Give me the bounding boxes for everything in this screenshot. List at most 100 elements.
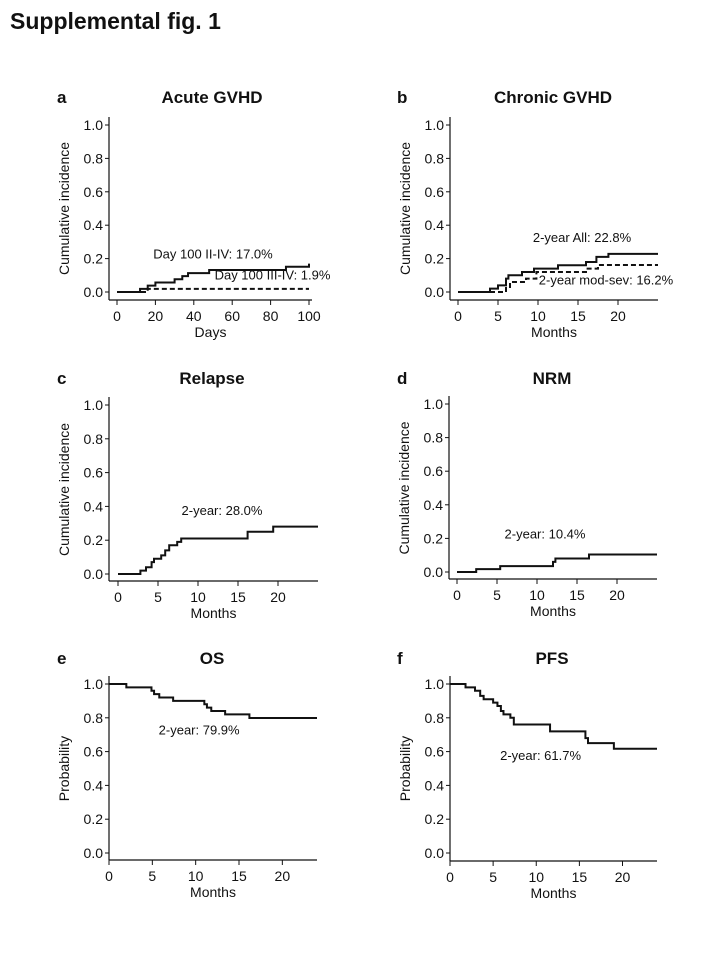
panel-letter: c	[57, 369, 66, 388]
series-line-relapse	[118, 525, 318, 575]
y-tick-label: 0.8	[425, 710, 445, 726]
x-tick-label: 15	[230, 589, 246, 605]
x-axis-label: Months	[190, 884, 236, 900]
panel-title: Chronic GVHD	[494, 88, 612, 107]
y-tick-label: 0.6	[84, 744, 104, 760]
x-axis-label: Months	[531, 324, 577, 340]
y-tick-label: 0.8	[84, 150, 104, 166]
panel-letter: e	[57, 649, 66, 668]
annotation-label: 2-year: 10.4%	[505, 526, 586, 541]
x-axis-label: Months	[530, 603, 576, 619]
x-tick-label: 0	[454, 308, 462, 324]
y-tick-label: 0.2	[84, 251, 104, 267]
panel-e: e OS 0.0 0.2 0.4 0.6 0.8 1.0 0 5 10 15 20 Months Proba…	[56, 649, 317, 900]
x-tick-label: 0	[105, 868, 113, 884]
series-line-all	[458, 252, 658, 293]
y-tick-label: 0.4	[425, 217, 445, 233]
y-axis-label: Cumulative incidence	[56, 142, 72, 275]
series-line-os	[109, 683, 317, 719]
y-tick-label: 0.6	[425, 184, 445, 200]
x-axis-label: Months	[531, 885, 577, 901]
x-tick-label: 10	[188, 868, 204, 884]
y-tick-label: 0.0	[84, 845, 104, 861]
panel-title: NRM	[533, 369, 572, 388]
y-tick-label: 0.2	[84, 532, 104, 548]
x-tick-label: 10	[530, 308, 546, 324]
series-line-mod-sev	[458, 263, 658, 293]
panel-title: Relapse	[179, 369, 244, 388]
y-tick-label: 0.4	[84, 217, 104, 233]
y-tick-label: 1.0	[84, 397, 104, 413]
series-line-iii-iv	[117, 287, 309, 293]
annotation-label: 2-year: 61.7%	[500, 748, 581, 763]
y-axis-label: Probability	[56, 736, 72, 801]
panel-title: OS	[200, 649, 225, 668]
annotation-label: 2-year All: 22.8%	[533, 230, 632, 245]
y-axis-label: Probability	[397, 736, 413, 801]
annotation-label: 2-year mod-sev: 16.2%	[539, 272, 674, 287]
series-line-pfs	[450, 683, 657, 750]
x-tick-label: 100	[297, 308, 321, 324]
y-tick-label: 0.6	[425, 744, 445, 760]
y-axis-label: Cumulative incidence	[397, 142, 413, 275]
x-tick-label: 20	[615, 869, 631, 885]
panel-d: d NRM 0.0 0.2 0.4 0.6 0.8 1.0 0 5 10 15 20 Months Cumu…	[396, 369, 657, 619]
y-tick-label: 1.0	[424, 396, 444, 412]
y-tick-label: 1.0	[425, 117, 445, 133]
x-tick-label: 0	[453, 587, 461, 603]
y-tick-label: 0.8	[84, 431, 104, 447]
x-tick-label: 40	[186, 308, 202, 324]
x-tick-label: 0	[113, 308, 121, 324]
y-tick-label: 0.0	[424, 564, 444, 580]
x-tick-label: 5	[148, 868, 156, 884]
x-axis-label: Months	[191, 605, 237, 621]
x-tick-label: 20	[610, 308, 626, 324]
panel-title: PFS	[535, 649, 568, 668]
panel-letter: b	[397, 88, 407, 107]
y-tick-label: 0.0	[84, 284, 104, 300]
y-tick-label: 0.8	[84, 710, 104, 726]
y-tick-label: 0.2	[424, 530, 444, 546]
x-tick-label: 15	[572, 869, 588, 885]
panel-a: a Acute GVHD 0.0 0.2 0.4 0.6 0.8 1.0 0 20 40 60 80 10…	[56, 88, 331, 340]
annotation-label: Day 100 II-IV: 17.0%	[153, 247, 273, 262]
x-tick-label: 15	[231, 868, 247, 884]
y-tick-label: 0.6	[84, 184, 104, 200]
x-tick-label: 20	[275, 868, 291, 884]
y-axis-label: Cumulative incidence	[56, 423, 72, 556]
panel-letter: d	[397, 369, 407, 388]
y-tick-label: 0.8	[425, 150, 445, 166]
x-tick-label: 10	[190, 589, 206, 605]
x-tick-label: 10	[529, 587, 545, 603]
panel-b: b Chronic GVHD 0.0 0.2 0.4 0.6 0.8 1.0 0 5 10 15 20 M…	[397, 88, 674, 340]
x-tick-label: 15	[570, 308, 586, 324]
panel-f: f PFS 0.0 0.2 0.4 0.6 0.8 1.0 0 5 10 15 20 Months Prob…	[397, 649, 657, 901]
y-tick-label: 1.0	[84, 117, 104, 133]
y-tick-label: 0.6	[424, 463, 444, 479]
panel-title: Acute GVHD	[161, 88, 262, 107]
x-tick-label: 80	[263, 308, 279, 324]
x-tick-label: 20	[270, 589, 286, 605]
y-tick-label: 0.2	[425, 251, 445, 267]
x-tick-label: 0	[114, 589, 122, 605]
x-tick-label: 60	[224, 308, 240, 324]
panel-c: c Relapse 0.0 0.2 0.4 0.6 0.8 1.0 0 5 10 15 20 Months…	[56, 369, 318, 621]
y-tick-label: 0.0	[84, 566, 104, 582]
y-tick-label: 1.0	[425, 676, 445, 692]
y-tick-label: 0.2	[84, 811, 104, 827]
x-tick-label: 5	[493, 587, 501, 603]
y-tick-label: 0.0	[425, 284, 445, 300]
x-axis-label: Days	[195, 324, 227, 340]
annotation-label: Day 100 III-IV: 1.9%	[215, 267, 331, 282]
y-axis-label: Cumulative incidence	[396, 421, 412, 554]
panel-letter: f	[397, 649, 403, 668]
annotation-label: 2-year: 79.9%	[159, 723, 240, 738]
y-tick-label: 0.2	[425, 811, 445, 827]
y-tick-label: 0.4	[425, 777, 445, 793]
annotation-label: 2-year: 28.0%	[182, 503, 263, 518]
x-tick-label: 15	[569, 587, 585, 603]
y-tick-label: 0.6	[84, 465, 104, 481]
panel-letter: a	[57, 88, 67, 107]
y-tick-label: 0.0	[425, 845, 445, 861]
